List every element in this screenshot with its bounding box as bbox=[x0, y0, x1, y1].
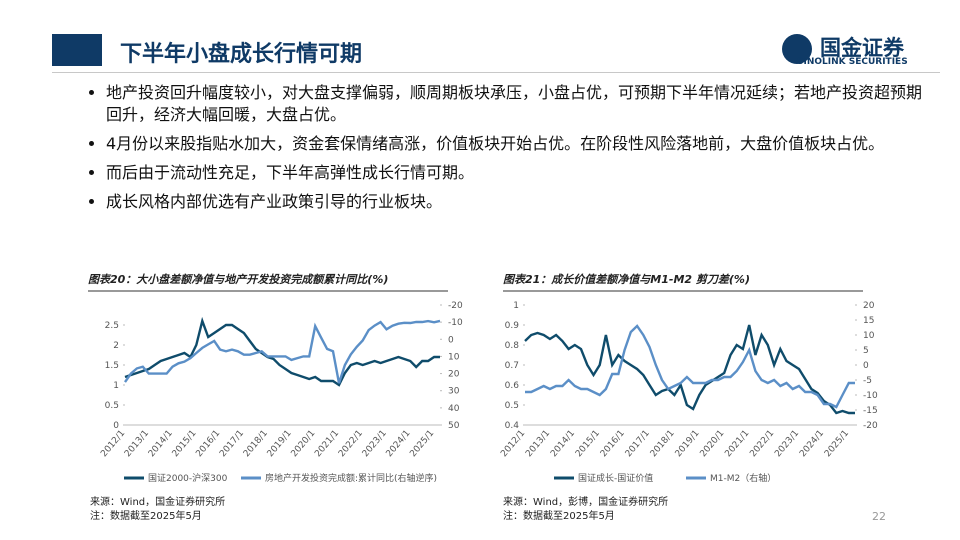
x-tick-label: 2022/1 bbox=[337, 429, 365, 460]
x-tick-label: 2024/1 bbox=[798, 429, 826, 460]
x-tick-label: 2015/1 bbox=[574, 429, 602, 460]
chart-title: 图表20：大小盘差额净值与地产开发投资完成额累计同比(%) bbox=[88, 273, 388, 286]
y-tick-label: 0.5 bbox=[105, 401, 119, 411]
x-tick-label: 2012/1 bbox=[99, 429, 127, 460]
x-tick-label: 2014/1 bbox=[549, 429, 577, 460]
source: 来源：Wind，国金证券研究所 bbox=[90, 497, 226, 508]
series-line bbox=[124, 316, 440, 387]
logo-icon bbox=[782, 34, 812, 64]
y2-tick-label: -20 bbox=[448, 301, 463, 311]
y-tick-label: 0 bbox=[113, 421, 119, 431]
slide-title: 下半年小盘成长行情可期 bbox=[120, 42, 363, 67]
date-note: 注：数据截至2025年5月 bbox=[90, 511, 202, 522]
source: 来源：Wind，彭博，国金证券研究所 bbox=[503, 497, 669, 508]
note: 来源：Wind，彭博，国金证券研究所 注：数据截至2025年5月 bbox=[503, 496, 668, 524]
date-note: 注：数据截至2025年5月 bbox=[503, 511, 615, 522]
title-bar bbox=[52, 34, 102, 66]
x-tick-label: 2018/1 bbox=[649, 429, 677, 460]
y2-tick-label: 10 bbox=[448, 352, 460, 362]
y2-tick-label: -10 bbox=[863, 391, 878, 401]
y-tick-label: 2 bbox=[113, 341, 119, 351]
x-tick-label: 2023/1 bbox=[361, 429, 389, 460]
y2-tick-label: 50 bbox=[448, 421, 460, 431]
x-tick-label: 2016/1 bbox=[194, 429, 222, 460]
y-tick-label: 1 bbox=[113, 381, 119, 391]
y2-tick-label: -5 bbox=[863, 376, 872, 386]
y2-tick-label: -15 bbox=[863, 406, 878, 416]
y-tick-label: 0.6 bbox=[505, 381, 520, 391]
x-tick-label: 2017/1 bbox=[624, 429, 652, 460]
y-tick-label: 0.7 bbox=[505, 361, 519, 371]
page-number: 22 bbox=[872, 510, 886, 523]
x-tick-label: 2021/1 bbox=[723, 429, 751, 460]
x-tick-label: 2016/1 bbox=[599, 429, 627, 460]
x-tick-label: 2012/1 bbox=[499, 429, 527, 460]
y2-tick-label: 5 bbox=[863, 346, 869, 356]
x-tick-label: 2013/1 bbox=[123, 429, 151, 460]
legend-label: 国证2000-沪深300 bbox=[148, 472, 228, 484]
bullet-list: 地产投资回升幅度较小，对大盘支撑偏弱，顺周期板块承压，小盘占优，可预期下半年情况… bbox=[70, 82, 926, 220]
series-line bbox=[525, 324, 855, 409]
x-tick-label: 2019/1 bbox=[266, 429, 294, 460]
bullet: 4月份以来股指贴水加大，资金套保情绪高涨，价值板块开始占优。在阶段性风险落地前，… bbox=[106, 133, 926, 155]
x-tick-label: 2024/1 bbox=[385, 429, 413, 460]
x-tick-label: 2015/1 bbox=[171, 429, 199, 460]
x-tick-label: 2014/1 bbox=[147, 429, 175, 460]
y2-tick-label: -10 bbox=[448, 318, 463, 328]
y-tick-label: 0.8 bbox=[505, 341, 520, 351]
bullet: 地产投资回升幅度较小，对大盘支撑偏弱，顺周期板块承压，小盘占优，可预期下半年情况… bbox=[106, 82, 926, 126]
y2-tick-label: 20 bbox=[863, 301, 875, 311]
legend-label: M1-M2（右轴） bbox=[710, 472, 776, 484]
y2-tick-label: 15 bbox=[863, 316, 874, 326]
y2-tick-label: 30 bbox=[448, 387, 460, 397]
y2-tick-label: 10 bbox=[863, 331, 875, 341]
y-tick-label: 0.4 bbox=[505, 421, 520, 431]
y2-tick-label: 20 bbox=[448, 370, 460, 380]
x-tick-label: 2025/1 bbox=[408, 429, 436, 460]
y2-tick-label: 0 bbox=[448, 335, 454, 345]
chart-title: 图表21：成长价值差额净值与M1-M2 剪刀差(%) bbox=[503, 273, 750, 286]
y-tick-label: 1.5 bbox=[105, 361, 119, 371]
bullet: 而后由于流动性充足，下半年高弹性成长行情可期。 bbox=[106, 162, 926, 184]
y-tick-label: 0.9 bbox=[505, 321, 520, 331]
y2-tick-label: 40 bbox=[448, 404, 460, 414]
x-tick-label: 2020/1 bbox=[289, 429, 317, 460]
note: 来源：Wind，国金证券研究所 注：数据截至2025年5月 bbox=[90, 496, 225, 524]
series-line bbox=[524, 324, 855, 415]
x-tick-label: 2013/1 bbox=[524, 429, 552, 460]
y-tick-label: 1 bbox=[513, 301, 519, 311]
y2-tick-label: 0 bbox=[863, 361, 869, 371]
legend-label: 房地产开发投资完成额:累计同比(右轴逆序) bbox=[265, 472, 437, 484]
series-line bbox=[124, 319, 441, 384]
y-tick-label: 2.5 bbox=[105, 321, 119, 331]
logo: 国金证券 bbox=[820, 36, 904, 60]
x-tick-label: 2022/1 bbox=[748, 429, 776, 460]
logo-subtitle: SINOLINK SECURITIES bbox=[797, 57, 908, 67]
divider bbox=[52, 72, 940, 73]
legend-label: 国证成长-国证价值 bbox=[578, 472, 653, 484]
y2-tick-label: -20 bbox=[863, 421, 878, 431]
x-tick-label: 2023/1 bbox=[773, 429, 801, 460]
x-tick-label: 2017/1 bbox=[218, 429, 246, 460]
x-tick-label: 2025/1 bbox=[823, 429, 851, 460]
bullet: 成长风格内部优选有产业政策引导的行业板块。 bbox=[106, 191, 926, 213]
x-tick-label: 2021/1 bbox=[313, 429, 341, 460]
x-tick-label: 2018/1 bbox=[242, 429, 270, 460]
x-tick-label: 2019/1 bbox=[674, 429, 702, 460]
x-tick-label: 2020/1 bbox=[699, 429, 727, 460]
y-tick-label: 0.5 bbox=[505, 401, 519, 411]
